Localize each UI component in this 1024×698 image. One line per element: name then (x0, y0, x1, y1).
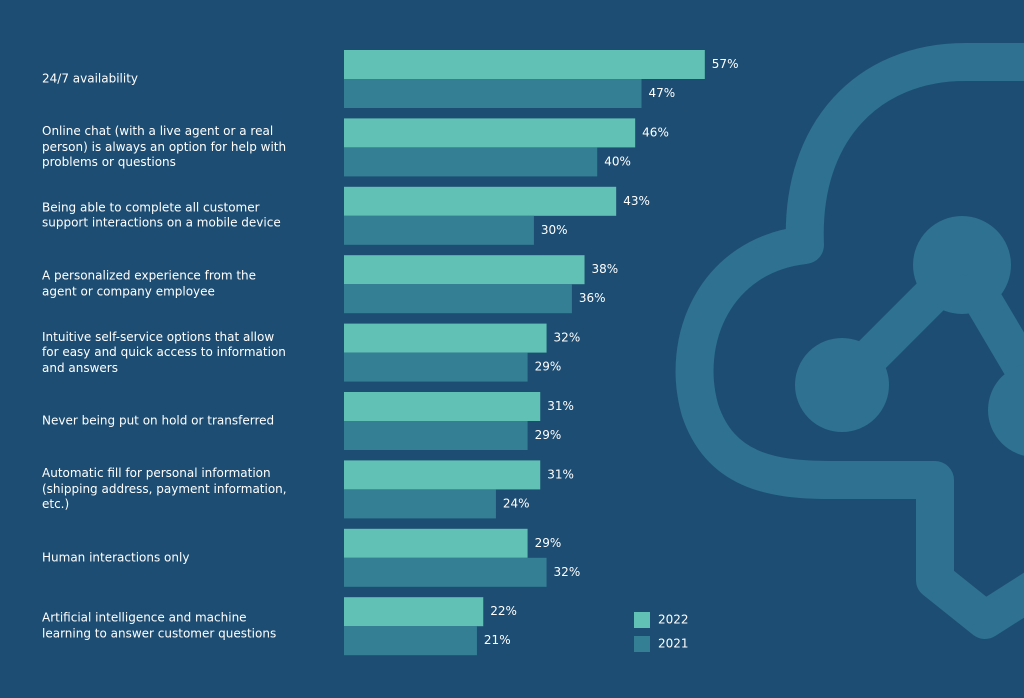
value-label: 38% (592, 262, 619, 276)
node (913, 216, 1011, 314)
legend-label: 2021 (658, 637, 689, 651)
category-label: 24/7 availability (42, 71, 139, 86)
legend-swatch (634, 612, 650, 628)
category-label: Artificial intelligence and machine lear… (42, 610, 277, 641)
value-label: 29% (535, 360, 562, 374)
value-label: 29% (535, 536, 562, 550)
bar (344, 284, 572, 314)
value-label: 22% (490, 604, 517, 618)
value-label: 32% (554, 565, 581, 579)
bar (344, 215, 534, 245)
value-label: 30% (541, 223, 568, 237)
node (988, 364, 1024, 456)
background-icon (675, 43, 1024, 639)
category-label: Intuitive self-service options that allo… (42, 329, 286, 375)
bar (344, 50, 705, 79)
bar (344, 421, 528, 450)
legend-swatch (634, 636, 650, 652)
category-label: Never being put on hold or transferred (42, 413, 275, 428)
value-label: 29% (535, 428, 562, 442)
category-label: Human interactions only (42, 550, 190, 565)
bar (344, 255, 585, 285)
bar (344, 186, 617, 216)
bar (344, 597, 484, 627)
category-label: Online chat (with a live agent or a real… (42, 124, 287, 170)
cloud-outline (675, 43, 1024, 639)
value-label: 32% (554, 331, 581, 345)
bar (344, 557, 547, 587)
value-label: 57% (712, 57, 739, 71)
value-label: 36% (579, 291, 606, 305)
bar (344, 392, 541, 421)
value-label: 21% (484, 633, 511, 647)
category-label: A personalized experience from the agent… (42, 268, 257, 299)
bar (344, 147, 598, 177)
category-label: Being able to complete all customer supp… (42, 200, 281, 230)
bar (344, 79, 642, 108)
value-label: 24% (503, 496, 530, 510)
bar (344, 489, 496, 519)
value-label: 31% (547, 467, 574, 481)
value-label: 47% (649, 86, 676, 100)
value-label: 46% (642, 125, 669, 139)
node (795, 338, 889, 432)
value-label: 40% (604, 154, 631, 168)
bar (344, 118, 636, 148)
bar (344, 626, 477, 656)
bar (344, 528, 528, 558)
value-label: 31% (547, 399, 574, 413)
bar (344, 323, 547, 353)
legend-label: 2022 (658, 613, 689, 627)
category-label: Automatic fill for personal information … (42, 466, 287, 512)
bar (344, 352, 528, 382)
value-label: 43% (623, 194, 650, 208)
bar (344, 460, 541, 490)
